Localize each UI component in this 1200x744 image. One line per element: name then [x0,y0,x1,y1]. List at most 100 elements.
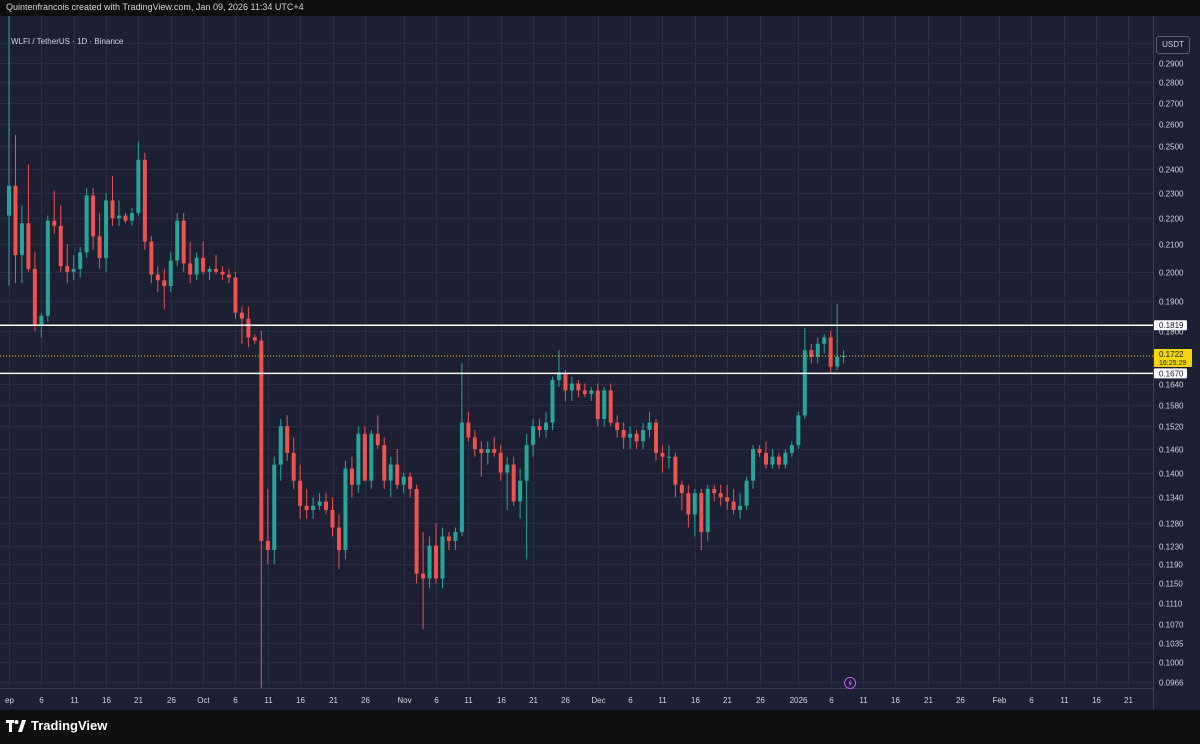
price-tick-label: 0.2300 [1159,190,1184,199]
candle-body [751,448,756,481]
candle-body [71,268,76,272]
candle-body [809,350,814,357]
candle [19,205,24,284]
price-tick-label: 0.1110 [1159,600,1183,609]
candle [175,213,180,267]
candle-body [427,545,432,579]
time-tick-label: 21 [134,696,143,705]
candle [776,452,781,469]
candle [330,497,335,537]
time-axis[interactable]: ep 6 11 16 21 26 Oct 6 11 16 21 26 Nov 6 11 16 21 26 Dec 6 1… [5,696,1133,705]
candle-body [155,274,160,281]
candle-body [641,430,646,442]
candle [369,430,374,489]
candle [654,418,658,461]
candle-body [65,266,70,272]
candle [699,488,704,551]
candle [718,484,723,506]
candle-body [162,280,167,287]
candle-body [796,415,801,446]
candle-body [712,488,717,494]
candle-body [815,343,820,357]
grid-lines [0,16,1153,688]
candle-body [705,488,710,532]
time-tick-label: Feb [993,696,1007,705]
candle-body [291,452,296,481]
candle-body [97,236,102,258]
price-axis[interactable]: 0.30000.29000.28000.27000.26000.25000.24… [1159,40,1184,688]
candle [349,456,354,498]
time-tick-label: 6 [829,696,834,705]
candle [537,418,542,438]
candle [201,241,206,275]
candle-body [382,445,387,481]
time-tick-label: 21 [1124,696,1133,705]
candle-body [563,373,568,391]
candle-body [783,452,788,465]
time-tick-label: Oct [197,696,210,705]
candle-body [673,456,678,485]
time-tick-label: 11 [1060,696,1069,705]
candle-body [569,383,574,391]
candle [252,334,257,344]
event-markers[interactable] [844,677,857,689]
currency-selector[interactable]: USDT [1156,36,1190,54]
candle-body [699,493,704,532]
candle-body [175,220,180,261]
time-tick-label: 6 [434,696,439,705]
current-price-label: 0.1722 [1159,350,1184,359]
candle [32,252,37,332]
price-tick-label: 0.2400 [1159,166,1184,175]
candle-body [362,433,367,481]
candle [822,334,827,354]
price-tick-label: 0.1460 [1159,446,1184,455]
time-tick-label: 6 [1029,696,1034,705]
price-tick-label: 0.1800 [1159,328,1184,337]
candle-body [252,337,257,341]
price-tick-label: 0.1035 [1159,640,1184,649]
candle-body [32,268,37,325]
tradingview-logo[interactable]: TradingView [6,718,107,733]
brand-name: TradingView [31,718,108,733]
candle [479,441,484,477]
candle-body [181,220,186,264]
candle [71,255,76,281]
candle [841,350,846,364]
candle-body [654,422,658,453]
candle [789,441,794,457]
candle [434,523,439,584]
candle [52,190,57,234]
candle-body [142,159,147,242]
candle-body [78,252,83,269]
price-tick-label: 0.1340 [1159,494,1184,503]
candle-body [835,356,840,367]
candle-body [265,540,270,551]
candle [129,207,134,226]
candle [317,493,322,511]
candle [492,437,497,457]
horizontal-line-label: 0.1819 [1159,321,1184,330]
candle-body [369,433,374,481]
candle [608,383,613,427]
price-tick-label: 0.2600 [1159,121,1184,130]
time-tick-label: 26 [167,696,176,705]
candle [136,141,141,216]
candle-body [763,452,768,465]
candle [149,236,154,284]
candle [809,343,814,364]
candle [563,369,568,401]
candle-body [589,390,594,394]
candle [738,493,743,519]
candle-body [738,505,743,511]
candle-body [679,484,684,494]
price-tick-label: 0.1520 [1159,423,1184,432]
candle [459,363,464,537]
candle-body [524,445,529,481]
time-tick-label: 26 [561,696,570,705]
candle-body [660,452,665,457]
candle-body [789,445,794,453]
candle [116,200,121,226]
